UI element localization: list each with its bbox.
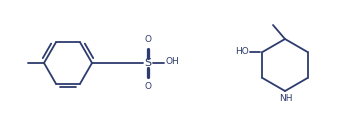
Text: O: O [145, 35, 152, 44]
Text: NH: NH [279, 94, 293, 103]
Text: HO: HO [235, 46, 248, 56]
Text: S: S [144, 58, 152, 68]
Text: O: O [145, 82, 152, 91]
Text: OH: OH [165, 58, 179, 66]
